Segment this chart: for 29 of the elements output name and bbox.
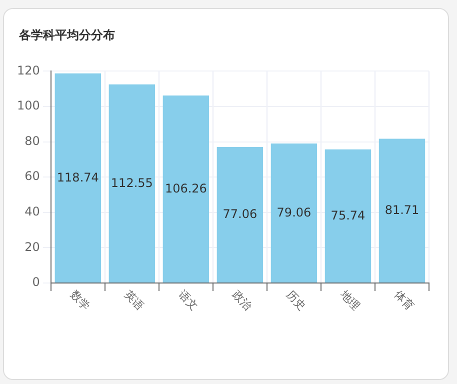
data-label: 112.55 xyxy=(110,176,153,190)
data-label: 75.74 xyxy=(330,208,366,222)
y-tick-label: 100 xyxy=(17,98,40,113)
data-label: 106.26 xyxy=(164,181,207,196)
y-tick-label: 20 xyxy=(24,240,40,254)
y-tick-label: 60 xyxy=(24,169,40,184)
bar xyxy=(324,149,372,282)
bar xyxy=(54,73,101,282)
data-label: 77.06 xyxy=(222,207,258,222)
x-tick-label: 语文 xyxy=(176,288,201,313)
x-tick-label: 历史 xyxy=(284,288,309,313)
x-tick-label: 数学 xyxy=(68,288,93,313)
y-tick-label: 120 xyxy=(17,63,40,78)
data-label: 79.06 xyxy=(276,205,312,220)
x-tick-label: 地理 xyxy=(337,287,363,313)
x-tick-label: 体育 xyxy=(392,288,417,313)
bar xyxy=(108,84,156,282)
y-tick-label: 40 xyxy=(24,204,40,219)
chart-title: 各学科平均分分布 xyxy=(19,27,115,44)
data-label: 81.71 xyxy=(384,203,420,218)
bar xyxy=(216,146,264,282)
y-tick-label: 80 xyxy=(24,134,40,148)
y-tick-label: 0 xyxy=(32,275,40,290)
bar xyxy=(162,95,210,282)
x-tick-label: 政治 xyxy=(230,288,255,313)
x-tick-label: 英语 xyxy=(122,288,147,313)
data-label: 118.74 xyxy=(56,170,99,184)
bar xyxy=(378,138,426,282)
bar xyxy=(270,143,318,282)
